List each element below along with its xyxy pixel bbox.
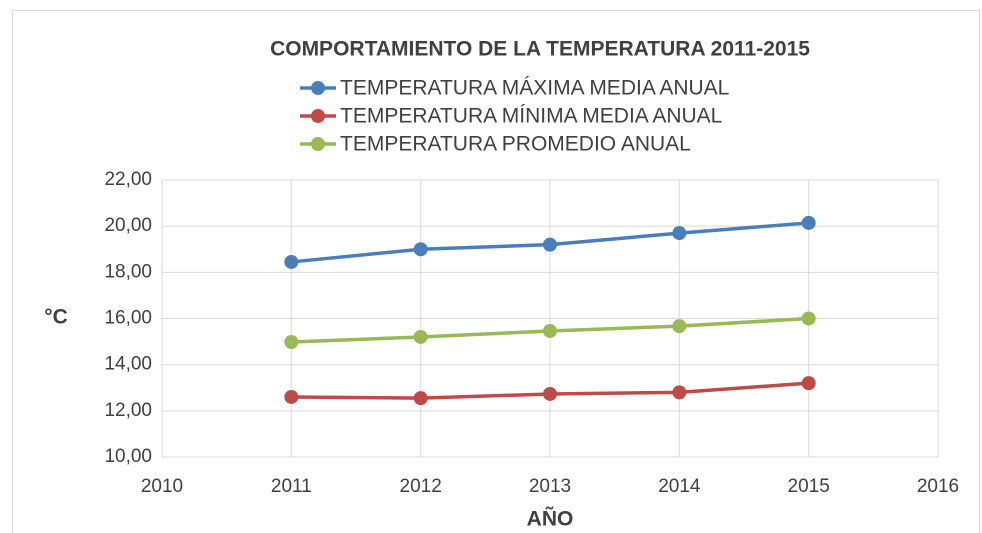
data-point	[284, 254, 299, 269]
chart-border	[12, 10, 980, 533]
data-point	[543, 386, 557, 401]
x-tick-label: 2010	[141, 476, 183, 497]
x-axis-label: AÑO	[527, 508, 574, 531]
legend-label: TEMPERATURA PROMEDIO ANUAL	[340, 133, 691, 156]
y-tick-label: 10,00	[104, 446, 152, 467]
y-tick-label: 16,00	[104, 308, 152, 329]
legend-marker	[311, 109, 325, 123]
y-tick-label: 20,00	[104, 215, 152, 236]
x-tick-label: 2015	[788, 476, 830, 497]
y-tick-label: 18,00	[104, 261, 152, 282]
x-tick-label: 2013	[529, 476, 571, 497]
x-tick-label: 2016	[917, 476, 959, 497]
data-point	[672, 226, 687, 241]
legend-marker	[311, 137, 325, 151]
data-point	[801, 376, 816, 391]
data-point	[284, 389, 299, 404]
x-tick-label: 2011	[271, 476, 312, 497]
legend-marker	[311, 81, 325, 95]
x-tick-label: 2014	[658, 476, 701, 497]
legend-label: TEMPERATURA MÁXIMA MEDIA ANUAL	[340, 77, 729, 100]
data-point	[672, 385, 687, 400]
data-point	[543, 323, 557, 338]
x-tick-label: 2012	[400, 476, 442, 497]
legend-label: TEMPERATURA MÍNIMA MEDIA ANUAL	[340, 105, 722, 128]
data-point	[543, 237, 557, 252]
chart-title: COMPORTAMIENTO DE LA TEMPERATURA 2011-20…	[270, 38, 810, 61]
data-point	[413, 329, 428, 344]
y-axis-label: °C	[44, 306, 68, 329]
data-point	[801, 311, 816, 326]
data-point	[801, 215, 816, 230]
data-point	[413, 242, 428, 257]
data-point	[413, 391, 428, 406]
y-tick-label: 22,00	[104, 169, 152, 190]
y-tick-label: 12,00	[104, 400, 152, 421]
data-point	[672, 319, 687, 334]
y-tick-label: 14,00	[104, 354, 152, 375]
data-point	[284, 335, 299, 350]
